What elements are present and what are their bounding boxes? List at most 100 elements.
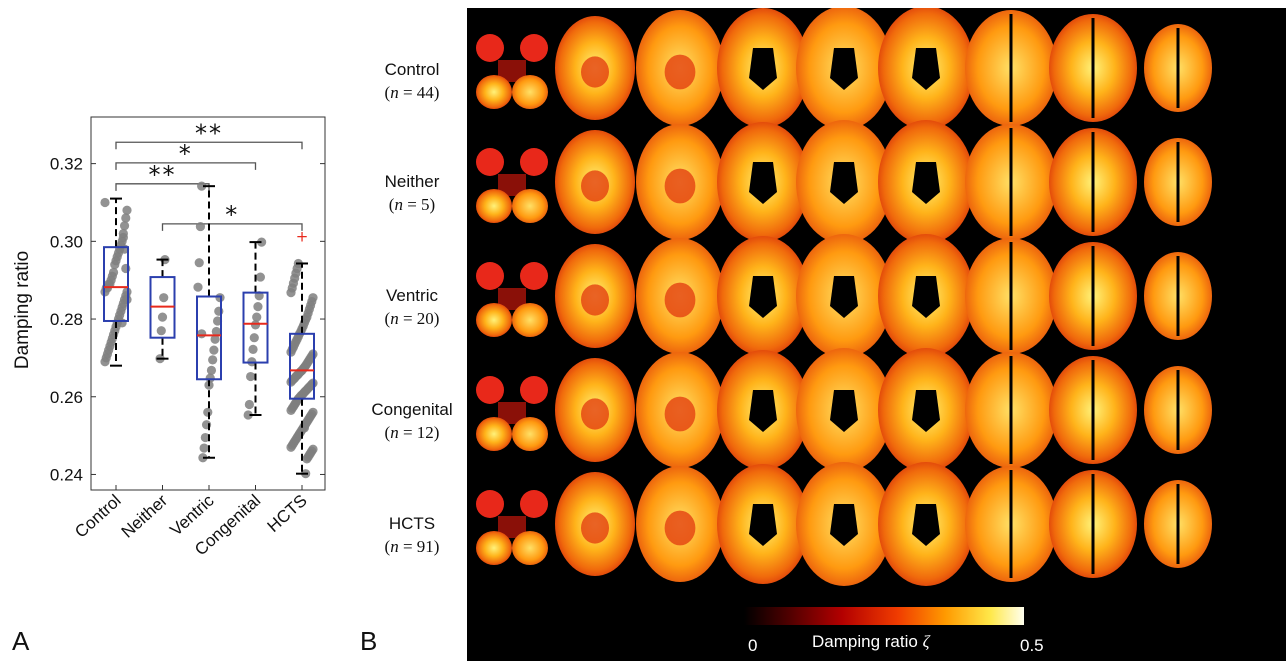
brain-slice	[965, 124, 1057, 240]
ventricle	[912, 162, 940, 204]
slice-region	[476, 189, 512, 223]
ventricle	[830, 48, 858, 90]
data-point	[286, 405, 296, 415]
data-point	[157, 312, 168, 322]
row-sample-size: (n = 44)	[384, 83, 440, 102]
brain-slice	[1144, 366, 1212, 454]
significance-bracket	[115, 162, 257, 170]
x-tick-label: Control	[71, 491, 124, 542]
data-point	[253, 302, 263, 312]
brain-slice	[555, 358, 635, 462]
slice-row	[476, 120, 1212, 244]
brain-slice	[476, 262, 548, 337]
row-label: Congenital (n = 12)	[362, 398, 462, 444]
y-axis-label: Damping ratio	[12, 251, 33, 369]
brain-slice	[1144, 24, 1212, 112]
row-group-name: Ventric	[386, 286, 438, 305]
data-point	[200, 432, 210, 443]
brain-slice	[555, 130, 635, 234]
slice-region	[476, 376, 504, 404]
slice-region	[581, 284, 609, 316]
brain-slice	[878, 120, 974, 244]
slice-region	[512, 417, 548, 451]
brain-slice	[878, 462, 974, 586]
slice-region	[512, 75, 548, 109]
y-ticks: 0.24 0.26 0.28 0.30 0.32	[50, 155, 325, 490]
colorbar-title-symbol: ζ	[922, 632, 930, 651]
data-point	[195, 221, 206, 232]
significance-bracket	[161, 223, 303, 231]
boxplot-chart: 0.240.260.280.300.32 ****** + Damping ra…	[12, 116, 326, 559]
y-tick-label: 0.30	[50, 232, 83, 251]
data-point	[257, 237, 267, 247]
slice-region	[664, 168, 696, 204]
data-point	[252, 312, 262, 322]
y-tick-label: 0.26	[50, 388, 83, 407]
data-point	[110, 260, 120, 270]
brain-slice	[965, 466, 1057, 582]
data-point	[243, 410, 253, 420]
brain-slice	[476, 148, 548, 223]
brain-slice	[717, 122, 809, 242]
data-point	[249, 333, 259, 343]
data-point	[244, 399, 254, 410]
brain-slice	[796, 234, 892, 358]
brain-slices	[476, 8, 1212, 586]
panel-label-a: A	[12, 626, 30, 656]
slice-region	[520, 376, 548, 404]
slice-region	[476, 303, 512, 337]
brain-slice	[555, 16, 635, 120]
slice-region	[581, 398, 609, 430]
data-point	[121, 213, 131, 223]
data-point	[156, 326, 166, 336]
box	[242, 291, 269, 364]
x-tick-label: HCTS	[264, 491, 311, 536]
y-tick-label: 0.24	[50, 465, 83, 484]
colorbar-max-label: 0.5	[1020, 636, 1044, 655]
slice-region	[520, 490, 548, 518]
slice-region	[520, 148, 548, 176]
box	[196, 295, 222, 381]
brain-slice	[717, 236, 809, 356]
brain-slice	[1144, 480, 1212, 568]
row-sample-size: (n = 5)	[388, 195, 436, 214]
row-sample-size: (n = 12)	[384, 423, 440, 442]
slice-region	[476, 148, 504, 176]
colorbar-title-text: Damping ratio	[812, 632, 923, 651]
brain-slice	[796, 462, 892, 586]
data-point	[246, 371, 256, 382]
data-point	[159, 293, 169, 303]
box	[103, 246, 129, 322]
row-group-name: Control	[384, 60, 440, 79]
slice-region	[512, 303, 548, 337]
brain-slice	[476, 490, 548, 565]
row-sample-size: (n = 20)	[384, 309, 440, 328]
significance-label: **	[195, 119, 223, 147]
ventricle	[749, 276, 777, 318]
slice-region	[581, 56, 609, 88]
significance-label: *	[179, 140, 193, 168]
ventricle	[830, 162, 858, 204]
brain-slice	[636, 466, 724, 582]
data-point	[209, 345, 219, 355]
y-tick-label: 0.32	[50, 155, 83, 174]
brain-slice	[796, 348, 892, 472]
ventricle	[830, 504, 858, 546]
slice-region	[498, 60, 526, 82]
slice-region	[476, 34, 504, 62]
slice-region	[664, 510, 696, 546]
brain-slice	[878, 8, 974, 130]
data-point	[118, 232, 128, 243]
ventricle	[830, 276, 858, 318]
slice-region	[664, 396, 696, 432]
brain-slice	[636, 352, 724, 468]
data-point	[206, 365, 217, 375]
slice-region	[498, 288, 526, 310]
panel-label-b: B	[360, 626, 378, 656]
data-point	[302, 454, 312, 464]
brain-slice	[796, 120, 892, 244]
slice-region	[581, 170, 609, 202]
slice-region	[664, 282, 696, 318]
slice-region	[664, 54, 696, 90]
